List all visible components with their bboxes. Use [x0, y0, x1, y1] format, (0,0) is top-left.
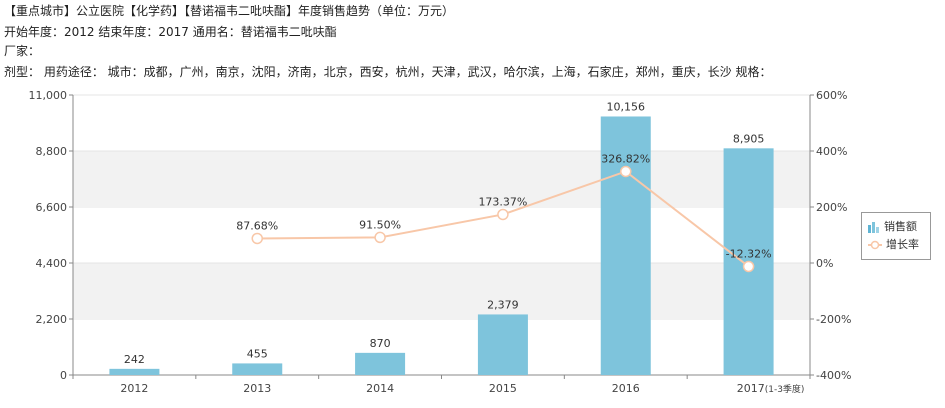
y-right-tick-label: 600% — [816, 89, 847, 102]
growth-value-label: 326.82% — [601, 152, 650, 165]
legend-item-growth[interactable]: 增长率 — [868, 237, 919, 253]
y-tick-label: 0 — [60, 369, 67, 382]
growth-value-label: -12.32% — [726, 247, 772, 260]
y-right-tick-label: -400% — [816, 369, 851, 382]
filter-year-line: 开始年度：2012 结束年度：2017 通用名：替诺福韦二吡呋酯 — [4, 25, 337, 39]
grid-band — [73, 263, 810, 319]
filter-city-line: 剂型： 用药途径： 城市：成都，广州，南京，沈阳，济南，北京，西安，杭州，天津，… — [4, 65, 772, 79]
y-right-tick-label: 400% — [816, 145, 847, 158]
bar — [232, 363, 283, 375]
filter-manufacturer-line: 厂家： — [4, 44, 41, 58]
bar-value-label: 870 — [370, 337, 391, 350]
x-tick-label: 2012 — [120, 382, 148, 395]
y-tick-label: 2,200 — [36, 313, 68, 326]
y-right-tick-label: -200% — [816, 313, 851, 326]
bar-value-label: 8,905 — [733, 132, 765, 145]
chart-legend: 销售额 增长率 — [861, 212, 931, 260]
bar-value-label: 242 — [124, 353, 145, 366]
x-tick-label: 2015 — [489, 382, 517, 395]
legend-item-sales[interactable]: 销售额 — [868, 219, 917, 235]
bar — [600, 116, 651, 375]
bar-value-label: 2,379 — [487, 298, 519, 311]
growth-value-label: 173.37% — [478, 195, 527, 208]
y-tick-label: 8,800 — [36, 145, 68, 158]
x-tick-label: 2016 — [612, 382, 640, 395]
growth-point — [374, 231, 386, 244]
y-right-tick-label: 200% — [816, 201, 847, 214]
x-tick-label: 2014 — [366, 382, 394, 395]
growth-point — [497, 208, 509, 221]
bar-value-label: 10,156 — [607, 100, 646, 113]
growth-point — [251, 232, 263, 245]
legend-label-sales: 销售额 — [884, 220, 917, 233]
growth-value-label: 91.50% — [359, 218, 401, 231]
bar — [477, 314, 528, 375]
growth-point — [742, 260, 755, 273]
bar-chart-icon — [868, 222, 879, 233]
grid-band — [73, 151, 810, 207]
y-tick-label: 6,600 — [36, 201, 68, 214]
x-tick-note: (1-3季度) — [765, 383, 805, 395]
y-tick-label: 4,400 — [36, 257, 68, 270]
y-tick-label: 11,000 — [29, 89, 68, 102]
legend-label-growth: 增长率 — [886, 238, 919, 251]
line-marker-icon — [868, 240, 882, 250]
bar-value-label: 455 — [247, 347, 268, 360]
bar — [109, 368, 160, 375]
growth-value-label: 87.68% — [236, 219, 278, 232]
x-tick-label: 2013 — [243, 382, 271, 395]
y-right-tick-label: 0% — [816, 257, 833, 270]
growth-point — [620, 165, 632, 178]
x-tick-label: 2017(1-3季度) — [737, 382, 805, 395]
bar — [355, 352, 406, 375]
chart-title: 【重点城市】公立医院【化学药】【替诺福韦二吡呋酯】年度销售趋势（单位：万元） — [4, 4, 455, 18]
